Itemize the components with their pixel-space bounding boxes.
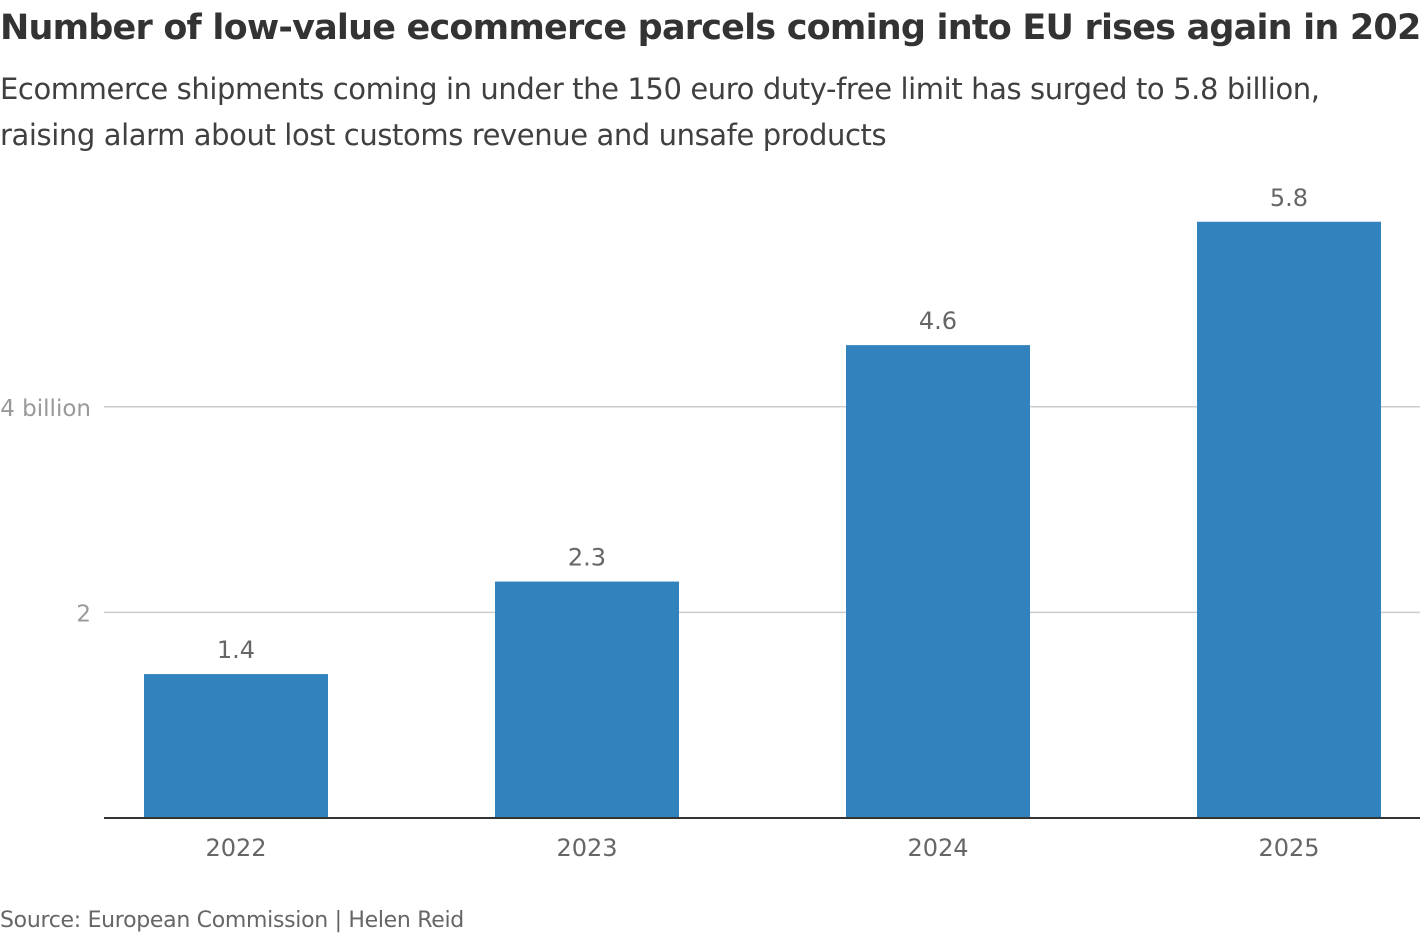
x-tick-label: 2025 <box>1258 834 1319 862</box>
source-note: Source: European Commission | Helen Reid <box>0 908 464 933</box>
data-label: 5.8 <box>1270 184 1308 212</box>
bar <box>495 581 679 818</box>
data-label: 1.4 <box>217 636 255 664</box>
data-label: 4.6 <box>919 307 957 335</box>
bar <box>1197 221 1381 818</box>
data-label: 2.3 <box>568 544 606 572</box>
bar <box>846 345 1030 818</box>
bar <box>144 674 328 818</box>
y-tick-label: 4 billion <box>0 396 91 422</box>
x-tick-label: 2024 <box>907 834 968 862</box>
chart-subtitle: Ecommerce shipments coming in under the … <box>0 72 1320 152</box>
x-tick-label: 2022 <box>205 834 266 862</box>
x-tick-label: 2023 <box>556 834 617 862</box>
y-tick-label: 2 <box>76 601 91 627</box>
chart-title: Number of low-value ecommerce parcels co… <box>0 8 1420 48</box>
